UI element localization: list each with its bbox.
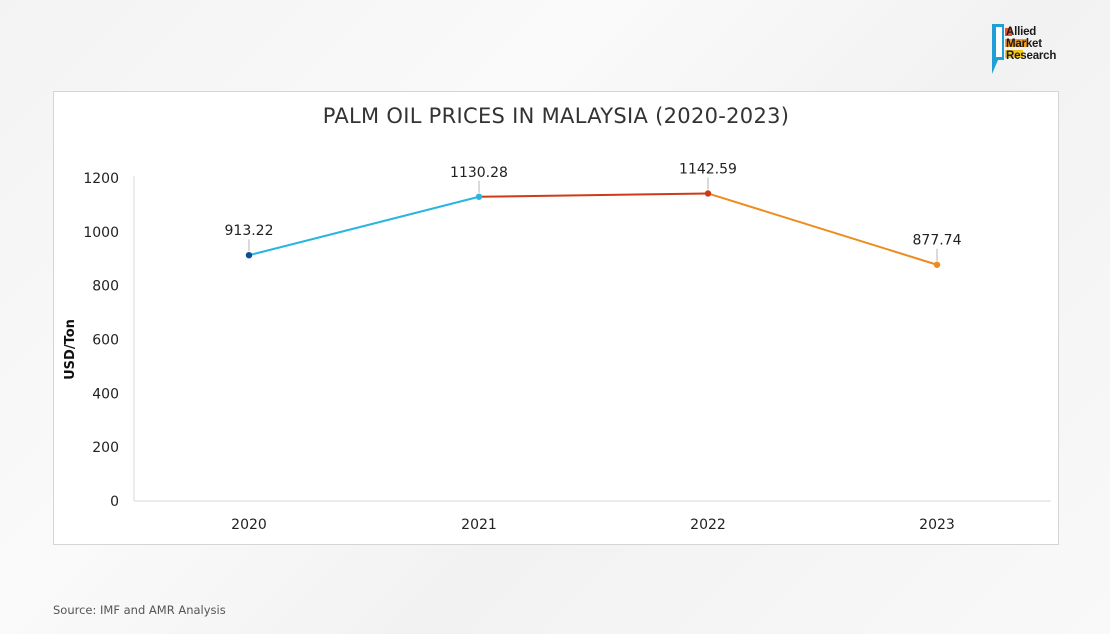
x-tick-label: 2023	[919, 517, 955, 533]
x-tick-label: 2020	[231, 517, 267, 533]
y-tick-label: 600	[92, 333, 119, 349]
chart-panel: PALM OIL PRICES IN MALAYSIA (2020-2023) …	[53, 91, 1059, 545]
y-axis-title: USD/Ton	[63, 319, 78, 380]
data-label: 1130.28	[450, 165, 508, 181]
y-tick-label: 1000	[83, 225, 119, 241]
brand-line-3: Research	[1006, 50, 1057, 62]
chart-title: PALM OIL PRICES IN MALAYSIA (2020-2023)	[322, 104, 790, 128]
source-note: Source: IMF and AMR Analysis	[53, 603, 226, 617]
data-point	[245, 251, 253, 259]
series-line-segment	[248, 195, 480, 257]
data-point	[933, 261, 941, 268]
logo-mark-icon	[992, 24, 1027, 74]
y-tick-label: 400	[92, 386, 119, 402]
y-tick-label: 200	[92, 440, 119, 456]
series-line-segment	[478, 192, 709, 198]
y-tick-label: 800	[92, 279, 119, 295]
data-label: 913.22	[225, 223, 274, 239]
x-tick-label: 2021	[461, 517, 497, 533]
brand-logo: Allied Market Research	[991, 22, 1091, 78]
line-chart: 0 200 400 600 800 1000 1200 USD/Ton 2020 2021 2022…	[63, 161, 1051, 533]
point-layer	[245, 190, 941, 268]
y-tick-label: 1200	[83, 171, 119, 187]
data-label: 1142.59	[679, 161, 737, 177]
label-layer: 913.22 1130.28 1142.59 877.74	[225, 161, 962, 261]
series-line-segment	[707, 192, 938, 266]
brand-name: Allied Market Research	[1006, 26, 1056, 62]
x-tick-label: 2022	[690, 517, 726, 533]
brand-line-2: Market	[1006, 38, 1042, 50]
line-layer	[248, 192, 938, 266]
data-point	[704, 190, 712, 197]
data-point	[475, 193, 483, 200]
y-tick-label: 0	[110, 494, 119, 510]
axis-layer: 0 200 400 600 800 1000 1200 USD/Ton 2020 2021 2022…	[63, 171, 1051, 533]
brand-line-1: Allied	[1006, 26, 1037, 38]
data-label: 877.74	[913, 233, 962, 249]
